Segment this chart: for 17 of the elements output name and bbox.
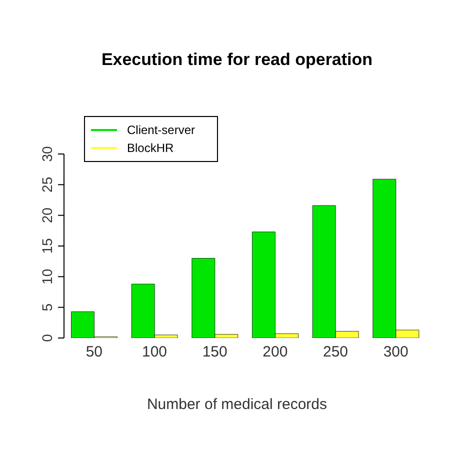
x-tick-label: 250: [322, 344, 348, 361]
x-tick-label: 50: [86, 344, 103, 361]
x-axis-title: Number of medical records: [146, 396, 328, 413]
x-tick-label: 150: [202, 344, 228, 361]
x-tick-label: 200: [262, 344, 288, 361]
y-tick-label: 25: [39, 176, 55, 192]
y-tick-label: 10: [39, 268, 55, 284]
legend-label: Client-server: [127, 123, 196, 137]
x-tick-label: 300: [383, 344, 408, 361]
y-tick-label: 30: [39, 146, 55, 162]
y-tick-label: 0: [39, 334, 55, 342]
legend-label: BlockHR: [127, 141, 174, 155]
y-tick-label: 5: [39, 303, 55, 312]
y-tick-label: 20: [39, 207, 55, 224]
y-tick-label: 15: [39, 238, 55, 254]
chart-title: Execution time for read operation: [100, 50, 374, 70]
x-tick-label: 100: [142, 344, 168, 361]
